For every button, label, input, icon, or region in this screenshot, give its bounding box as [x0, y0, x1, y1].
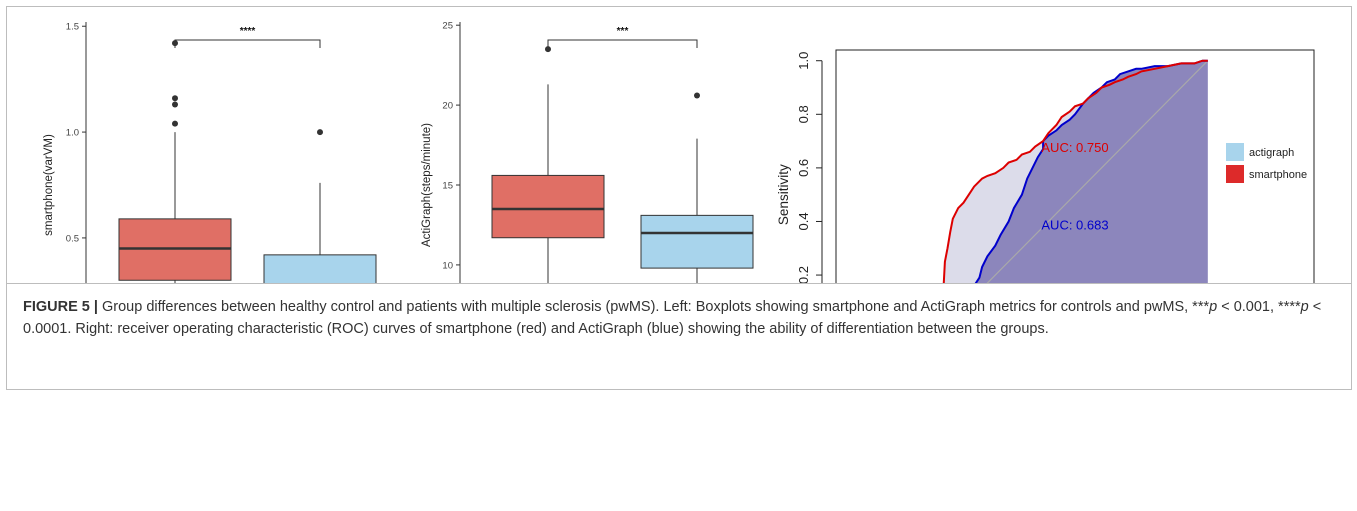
actigraph-area [969, 60, 1208, 290]
chart2-significance-bracket [547, 39, 698, 48]
chart2-box-patient [640, 214, 754, 269]
figure-panel [6, 6, 1352, 285]
chart2-y-tick-label: 10 [442, 260, 453, 271]
caption-p-2: p [1300, 299, 1309, 315]
chart2-y-tick-label: 15 [442, 181, 453, 192]
chart1-y-tick-label: 1.0 [66, 128, 79, 139]
chart1-significance-label: **** [240, 26, 256, 37]
figure-charts: 0.00.51.01.5smartphone(varVM)controlpati… [43, 21, 1315, 290]
roc-y-tick-label: 0.8 [796, 105, 811, 123]
chart2-significance-label: *** [617, 26, 629, 37]
legend-label-actigraph: actigraph [1249, 147, 1294, 159]
chart1-outlier-point [172, 95, 178, 102]
roc-plot-frame [835, 49, 1315, 290]
chart2-box-control [491, 174, 605, 239]
chart1-y-axis-title: smartphone(varVM) [43, 134, 55, 236]
roc-y-tick-label: 0.2 [796, 266, 811, 284]
chart2-outlier-point [694, 92, 700, 99]
chart2-y-axis-title: ActiGraph(steps/minute) [421, 123, 433, 247]
chart1-y-tick-label: 0.5 [66, 233, 79, 244]
legend-swatch-actigraph [1226, 143, 1244, 161]
caption-p-1: p [1209, 299, 1218, 315]
chart2-outlier-point [545, 46, 551, 53]
roc-y-tick-label: 1.0 [796, 52, 811, 70]
roc-y-axis-title: Sensitivity [776, 164, 791, 225]
chart1-significance-bracket [174, 39, 321, 48]
legend-swatch-smartphone [1226, 165, 1244, 183]
roc-y-tick-label: 0.6 [796, 159, 811, 177]
actigraph-auc-label: AUC: 0.683 [1041, 218, 1108, 233]
figure-caption: FIGURE 5 | Group differences between hea… [23, 296, 1339, 340]
caption-box: FIGURE 5 | Group differences between hea… [6, 283, 1352, 390]
legend-label-smartphone: smartphone [1249, 169, 1307, 181]
chart1-y-tick-label: 1.5 [66, 22, 79, 33]
caption-text-3: < 0.0001. Right: receiver operating char… [23, 299, 1322, 337]
chart1-outlier-point [172, 120, 178, 127]
caption-text-1: Group differences between healthy contro… [97, 299, 1210, 315]
actigraph-roc-curve [968, 59, 1208, 290]
caption-text-2: < 0.001, **** [1217, 299, 1301, 315]
figure-label: FIGURE 5 | [23, 299, 98, 315]
chart2-y-tick-label: 20 [442, 101, 453, 112]
smartphone-roc-curve [942, 59, 1208, 290]
chart1-outlier-point [317, 129, 323, 136]
roc-y-tick-label: 0.4 [796, 212, 811, 230]
smartphone-auc-label: AUC: 0.750 [1041, 140, 1108, 155]
chart2-y-tick-label: 25 [442, 21, 453, 32]
chart1-outlier-point [172, 101, 178, 108]
